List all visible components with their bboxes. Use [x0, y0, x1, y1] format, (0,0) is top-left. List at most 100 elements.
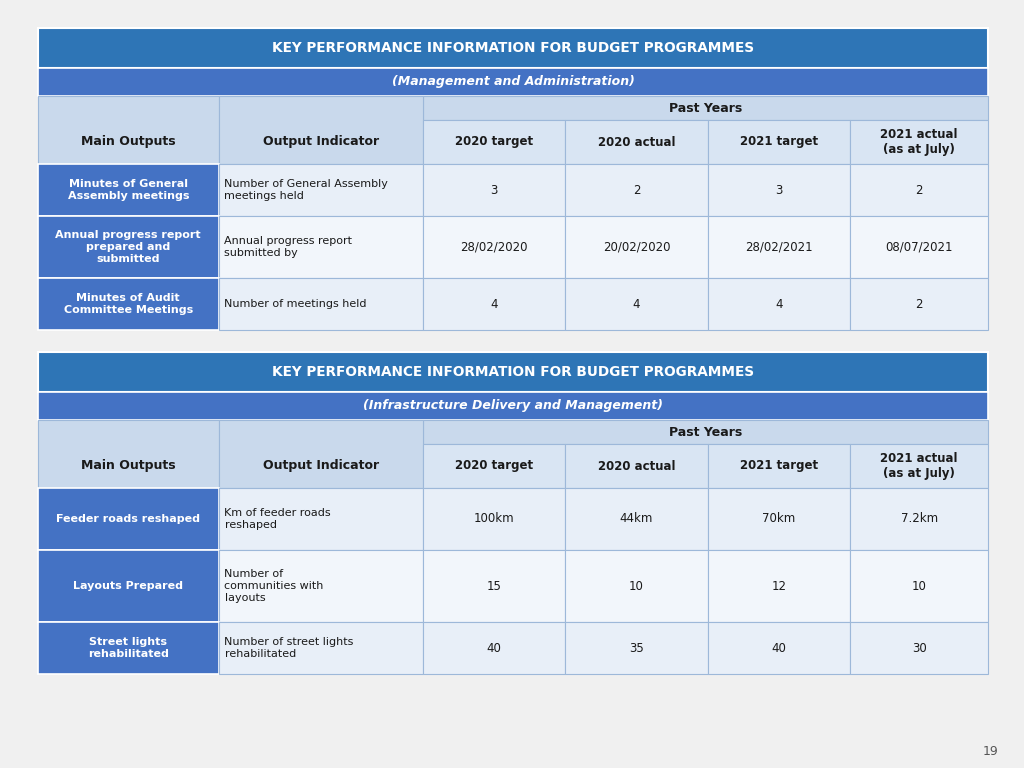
Bar — [708, 622, 850, 674]
Text: Number of meetings held: Number of meetings held — [224, 299, 367, 309]
Text: Past Years: Past Years — [669, 101, 742, 114]
Bar — [218, 622, 423, 674]
Bar — [38, 488, 218, 550]
Bar — [218, 550, 423, 622]
Bar — [38, 216, 218, 278]
Bar — [850, 488, 988, 550]
Bar — [218, 96, 423, 164]
Text: 2020 actual: 2020 actual — [598, 459, 675, 472]
Text: 35: 35 — [629, 641, 644, 654]
Bar — [565, 164, 708, 216]
Text: 12: 12 — [771, 580, 786, 592]
Text: 3: 3 — [775, 184, 782, 197]
Bar — [218, 216, 423, 278]
Bar — [218, 488, 423, 550]
Text: Minutes of Audit
Committee Meetings: Minutes of Audit Committee Meetings — [63, 293, 193, 315]
Bar — [423, 444, 565, 488]
Text: 4: 4 — [633, 297, 640, 310]
Text: 19: 19 — [982, 745, 998, 758]
Text: 40: 40 — [771, 641, 786, 654]
Bar — [850, 120, 988, 164]
Bar — [850, 216, 988, 278]
Bar — [423, 622, 565, 674]
Bar — [38, 278, 218, 330]
Bar — [38, 622, 218, 674]
Bar — [565, 444, 708, 488]
Text: Main Outputs: Main Outputs — [81, 135, 175, 148]
Text: 2021 actual
(as at July): 2021 actual (as at July) — [881, 452, 957, 480]
Bar — [38, 96, 218, 164]
Text: 44km: 44km — [620, 512, 653, 525]
Bar — [38, 550, 218, 622]
Text: Feeder roads reshaped: Feeder roads reshaped — [56, 514, 201, 524]
Bar — [423, 278, 565, 330]
Text: 2: 2 — [915, 184, 923, 197]
Bar — [565, 622, 708, 674]
Text: Annual progress report
prepared and
submitted: Annual progress report prepared and subm… — [55, 230, 201, 263]
Text: Past Years: Past Years — [669, 425, 742, 439]
Text: Number of General Assembly
meetings held: Number of General Assembly meetings held — [224, 179, 388, 200]
Bar — [708, 120, 850, 164]
Text: Output Indicator: Output Indicator — [262, 459, 379, 472]
Text: 2020 actual: 2020 actual — [598, 135, 675, 148]
Bar — [708, 278, 850, 330]
Text: 10: 10 — [629, 580, 644, 592]
Bar — [38, 164, 218, 216]
Text: 2020 target: 2020 target — [455, 135, 534, 148]
Text: Main Outputs: Main Outputs — [81, 459, 175, 472]
Text: (Infrastructure Delivery and Management): (Infrastructure Delivery and Management) — [362, 399, 663, 412]
Text: (Management and Administration): (Management and Administration) — [391, 75, 635, 88]
Bar — [565, 278, 708, 330]
Text: 4: 4 — [490, 297, 498, 310]
Text: 28/02/2021: 28/02/2021 — [745, 240, 813, 253]
Text: 40: 40 — [486, 641, 502, 654]
Bar — [850, 278, 988, 330]
Text: 10: 10 — [911, 580, 927, 592]
Bar — [850, 164, 988, 216]
Text: 2: 2 — [915, 297, 923, 310]
Text: Number of street lights
rehabilitated: Number of street lights rehabilitated — [224, 637, 354, 659]
Text: Minutes of General
Assembly meetings: Minutes of General Assembly meetings — [68, 179, 189, 200]
Text: 2: 2 — [633, 184, 640, 197]
Text: 2021 target: 2021 target — [740, 459, 818, 472]
Text: KEY PERFORMANCE INFORMATION FOR BUDGET PROGRAMMES: KEY PERFORMANCE INFORMATION FOR BUDGET P… — [272, 41, 754, 55]
Bar — [708, 444, 850, 488]
Text: 100km: 100km — [474, 512, 514, 525]
Bar — [218, 278, 423, 330]
Bar — [38, 420, 218, 488]
Bar — [423, 550, 565, 622]
Text: 70km: 70km — [763, 512, 796, 525]
Bar — [218, 164, 423, 216]
Text: 4: 4 — [775, 297, 782, 310]
Bar — [850, 550, 988, 622]
Bar — [565, 488, 708, 550]
Text: 20/02/2020: 20/02/2020 — [603, 240, 671, 253]
Text: 08/07/2021: 08/07/2021 — [886, 240, 953, 253]
Bar — [708, 488, 850, 550]
Bar — [850, 444, 988, 488]
Text: KEY PERFORMANCE INFORMATION FOR BUDGET PROGRAMMES: KEY PERFORMANCE INFORMATION FOR BUDGET P… — [272, 365, 754, 379]
Bar — [708, 164, 850, 216]
Text: 30: 30 — [911, 641, 927, 654]
Bar — [423, 488, 565, 550]
Bar — [565, 120, 708, 164]
Bar — [565, 216, 708, 278]
Bar — [708, 550, 850, 622]
Bar — [565, 550, 708, 622]
Text: 7.2km: 7.2km — [900, 512, 938, 525]
Bar — [708, 216, 850, 278]
Bar — [423, 164, 565, 216]
Bar — [423, 96, 988, 120]
Text: Output Indicator: Output Indicator — [262, 135, 379, 148]
Text: 28/02/2020: 28/02/2020 — [460, 240, 527, 253]
Bar — [38, 68, 988, 96]
Text: Street lights
rehabilitated: Street lights rehabilitated — [88, 637, 169, 659]
Text: 15: 15 — [486, 580, 502, 592]
Text: 3: 3 — [490, 184, 498, 197]
Text: 2021 target: 2021 target — [740, 135, 818, 148]
Bar — [38, 392, 988, 420]
Bar — [38, 28, 988, 68]
Bar — [423, 120, 565, 164]
Bar — [423, 216, 565, 278]
Bar — [423, 420, 988, 444]
